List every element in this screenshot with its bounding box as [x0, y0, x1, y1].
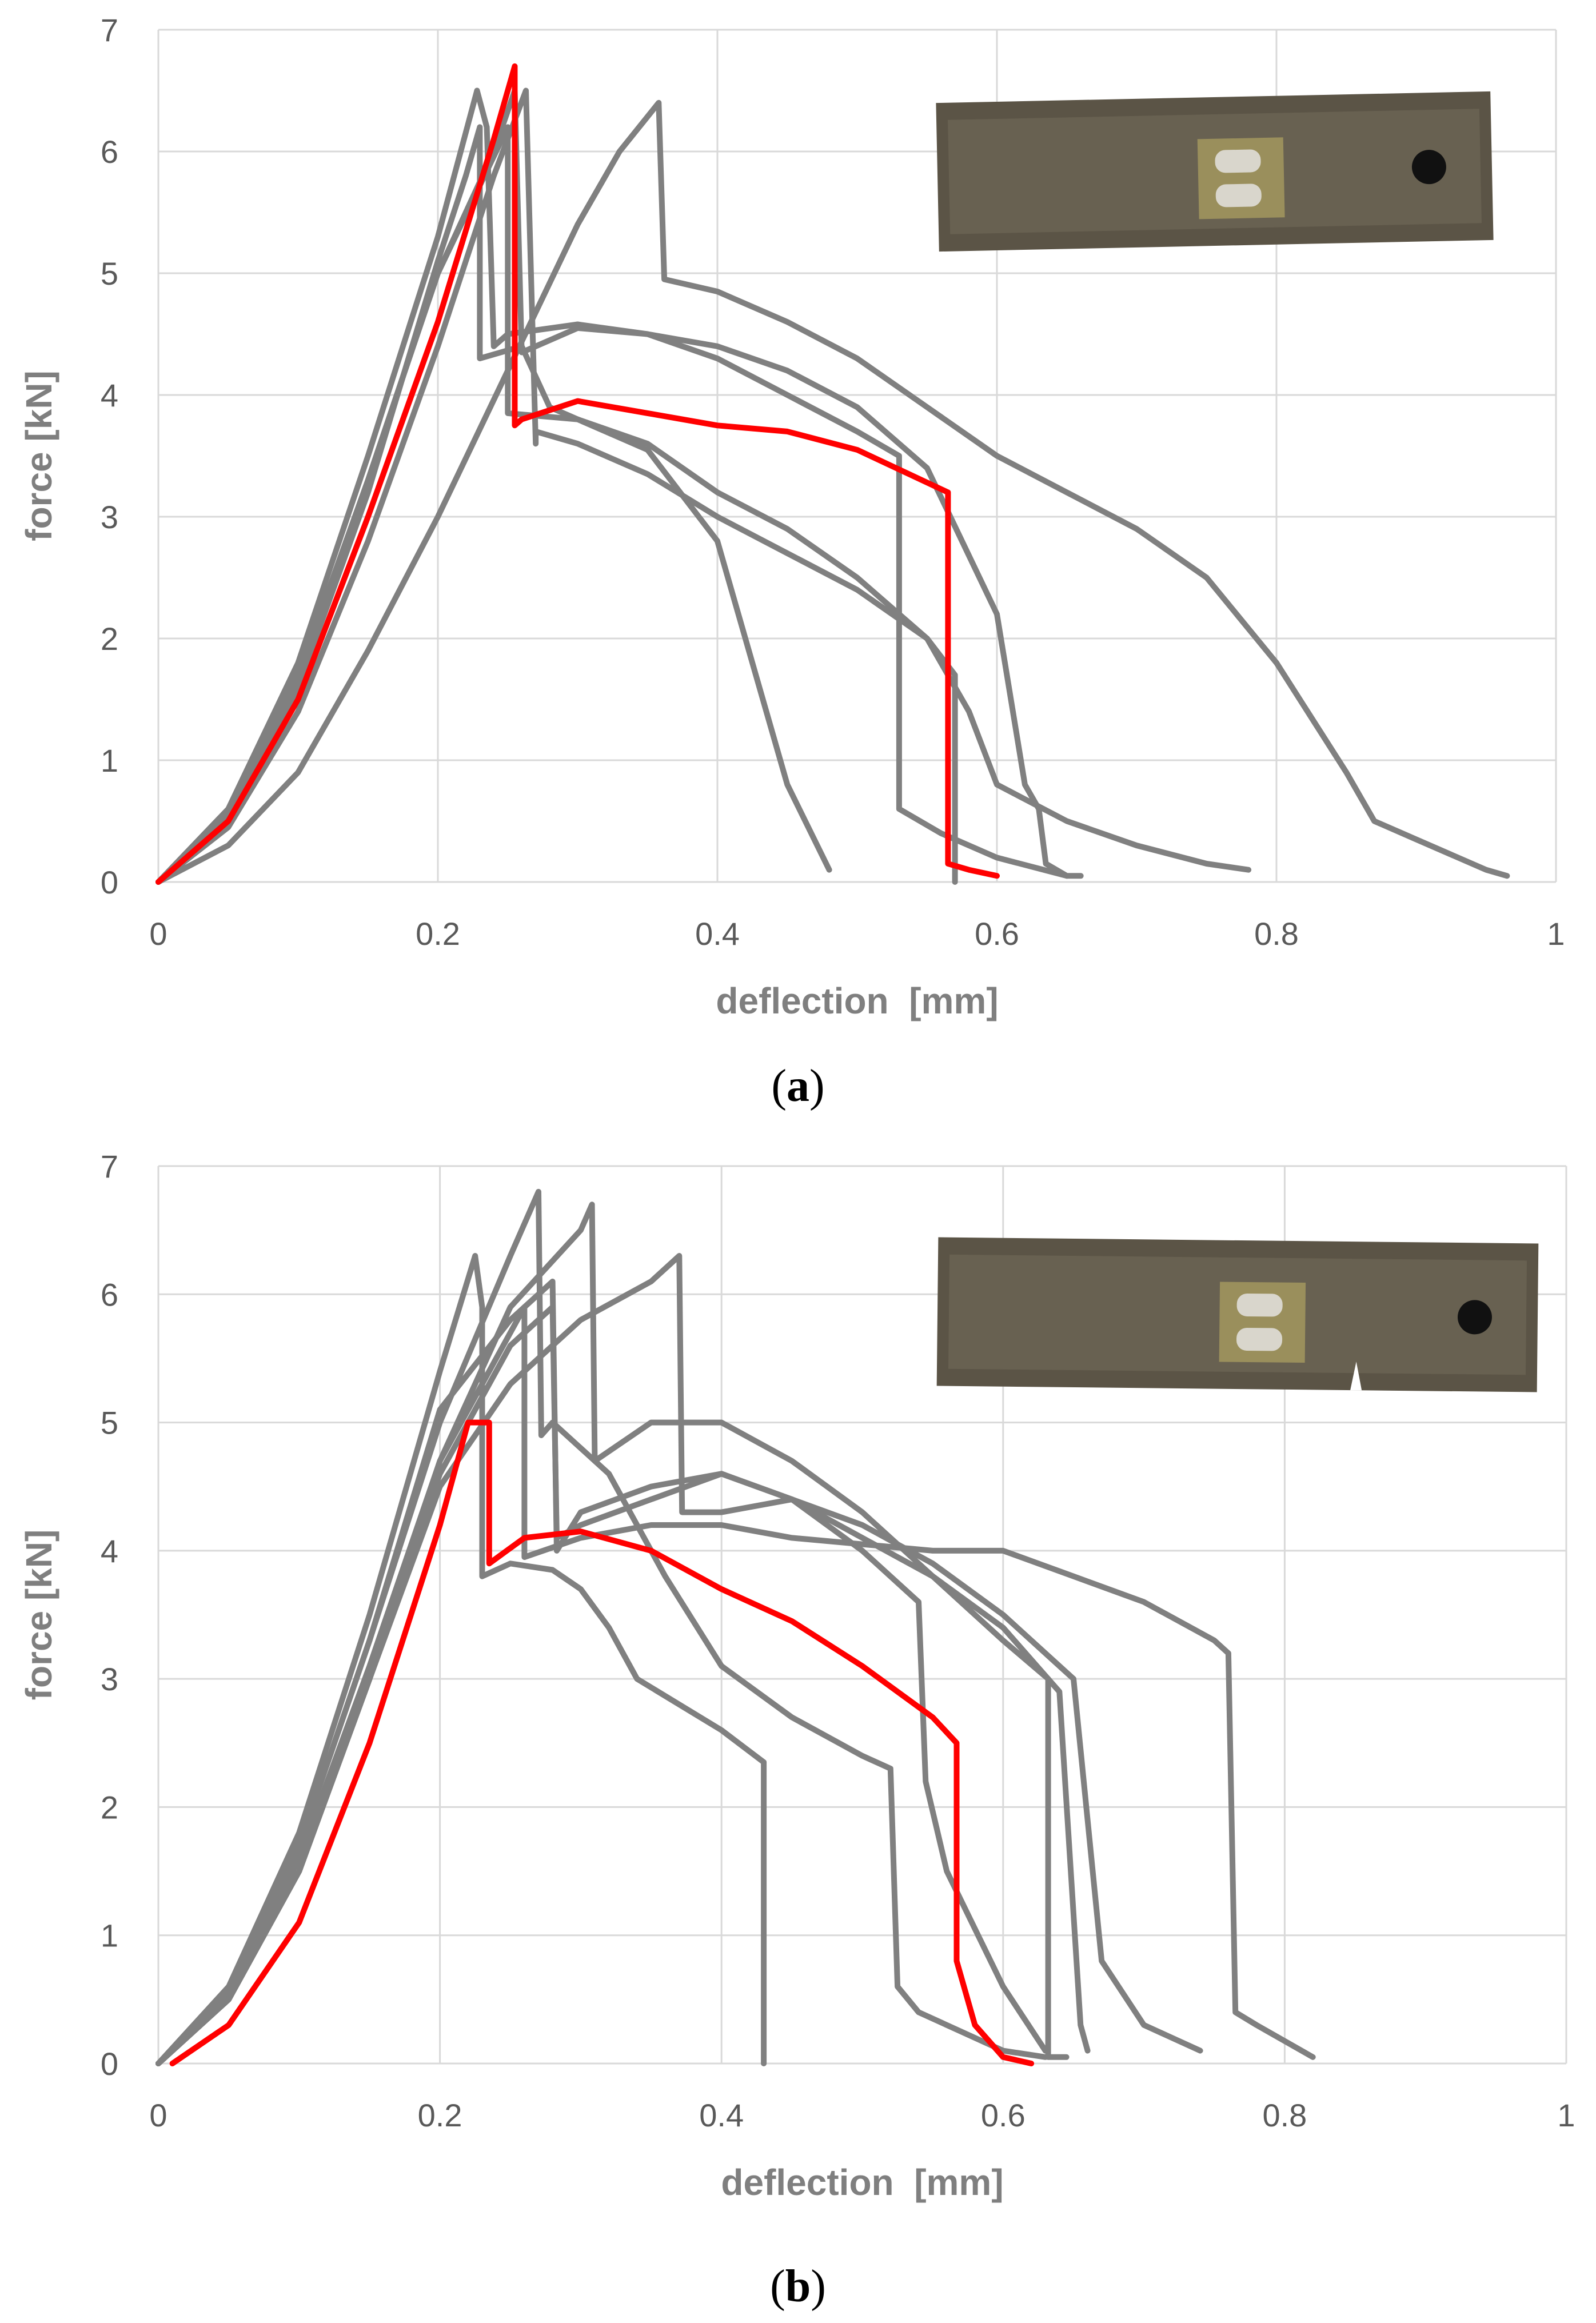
series-line-a-3 [155, 87, 958, 885]
series-line-b-0 [169, 1419, 1035, 2066]
y-axis-label-b: force [kN] [18, 1530, 59, 1701]
y-tick-label-a-5: 5 [101, 256, 118, 292]
chart-b: 0 1 2 3 4 5 6 7 0 0.2 0.4 0.6 0.8 1 deflection [mm] for… [18, 1148, 1575, 2203]
series-line-b-3 [155, 1202, 1070, 2066]
series-line-b-5 [155, 1304, 1091, 2066]
y-tick-label-b-5: 5 [101, 1405, 118, 1441]
panel-label-b: (b) [0, 2261, 1596, 2313]
y-tick-label-a-7: 7 [101, 12, 118, 48]
series-line-a-4 [155, 99, 1510, 885]
series-line-a-2 [155, 124, 832, 885]
x-tick-label-b-5: 1 [1557, 2097, 1575, 2133]
x-tick-label-b-1: 0.2 [418, 2097, 462, 2133]
series-line-b-1 [155, 1253, 767, 2066]
solder-pad-1-b [1236, 1293, 1283, 1317]
panel-label-a: (a) [0, 1060, 1596, 1112]
y-axis-label-a: force [kN] [18, 370, 59, 541]
panel-label-a-close: ) [809, 1061, 825, 1111]
y-tick-label-b-7: 7 [101, 1148, 118, 1184]
chart-a: 0 1 2 3 4 5 6 7 0 0.2 0.4 0.6 0.8 1 deflection [mm] for… [18, 12, 1565, 1021]
panel-label-a-letter: a [787, 1061, 809, 1111]
y-tick-label-b-6: 6 [101, 1276, 118, 1312]
series-line-a-0 [155, 63, 1000, 885]
steel-strip-specimen-photo-icon [936, 91, 1494, 252]
panel-label-b-close: ) [811, 2261, 826, 2312]
x-tick-label-a-2: 0.4 [695, 916, 740, 952]
y-tick-label-a-4: 4 [101, 377, 118, 413]
y-tick-label-b-1: 1 [101, 1918, 118, 1954]
x-axis-label-a: deflection [mm] [716, 980, 998, 1021]
solder-pad-2-b [1236, 1327, 1283, 1351]
x-tick-label-a-3: 0.6 [975, 916, 1019, 952]
y-tick-label-a-0: 0 [101, 864, 118, 900]
y-tick-label-b-3: 3 [101, 1661, 118, 1697]
crack-notch-b [1350, 1362, 1362, 1391]
solder-pad-2-a [1215, 183, 1262, 207]
x-tick-label-b-0: 0 [149, 2097, 167, 2133]
y-tick-label-a-2: 2 [101, 621, 118, 657]
x-tick-label-b-4: 0.8 [1262, 2097, 1307, 2133]
y-tick-label-a-1: 1 [101, 743, 118, 779]
series-line-b-7 [155, 1304, 1316, 2066]
x-tick-label-a-1: 0.2 [416, 916, 460, 952]
x-tick-label-a-4: 0.8 [1254, 916, 1299, 952]
bolt-hole-b [1457, 1300, 1492, 1335]
x-axis-label-b: deflection [mm] [721, 2162, 1003, 2203]
panel-label-a-open: ( [771, 1061, 787, 1111]
panel-label-b-open: ( [770, 2261, 785, 2312]
series-line-b-4 [155, 1278, 1048, 2066]
solder-pad-1-a [1215, 149, 1261, 173]
y-tick-label-a-6: 6 [101, 134, 118, 170]
x-tick-label-a-5: 1 [1547, 916, 1565, 952]
series-line-a-6 [155, 124, 1252, 885]
y-tick-label-b-0: 0 [101, 2046, 118, 2082]
strain-gauge-a [1197, 137, 1285, 219]
cracked-steel-strip-specimen-photo-icon [936, 1237, 1539, 1392]
y-tick-label-b-4: 4 [101, 1533, 118, 1569]
bolt-hole-a [1411, 150, 1446, 185]
panel-label-b-letter: b [785, 2261, 811, 2312]
x-tick-label-b-3: 0.6 [981, 2097, 1026, 2133]
series-line-a-1 [155, 87, 1070, 885]
y-tick-label-b-2: 2 [101, 1789, 118, 1825]
y-tick-label-a-3: 3 [101, 499, 118, 535]
x-tick-label-a-0: 0 [149, 916, 167, 952]
x-tick-label-b-2: 0.4 [699, 2097, 744, 2133]
